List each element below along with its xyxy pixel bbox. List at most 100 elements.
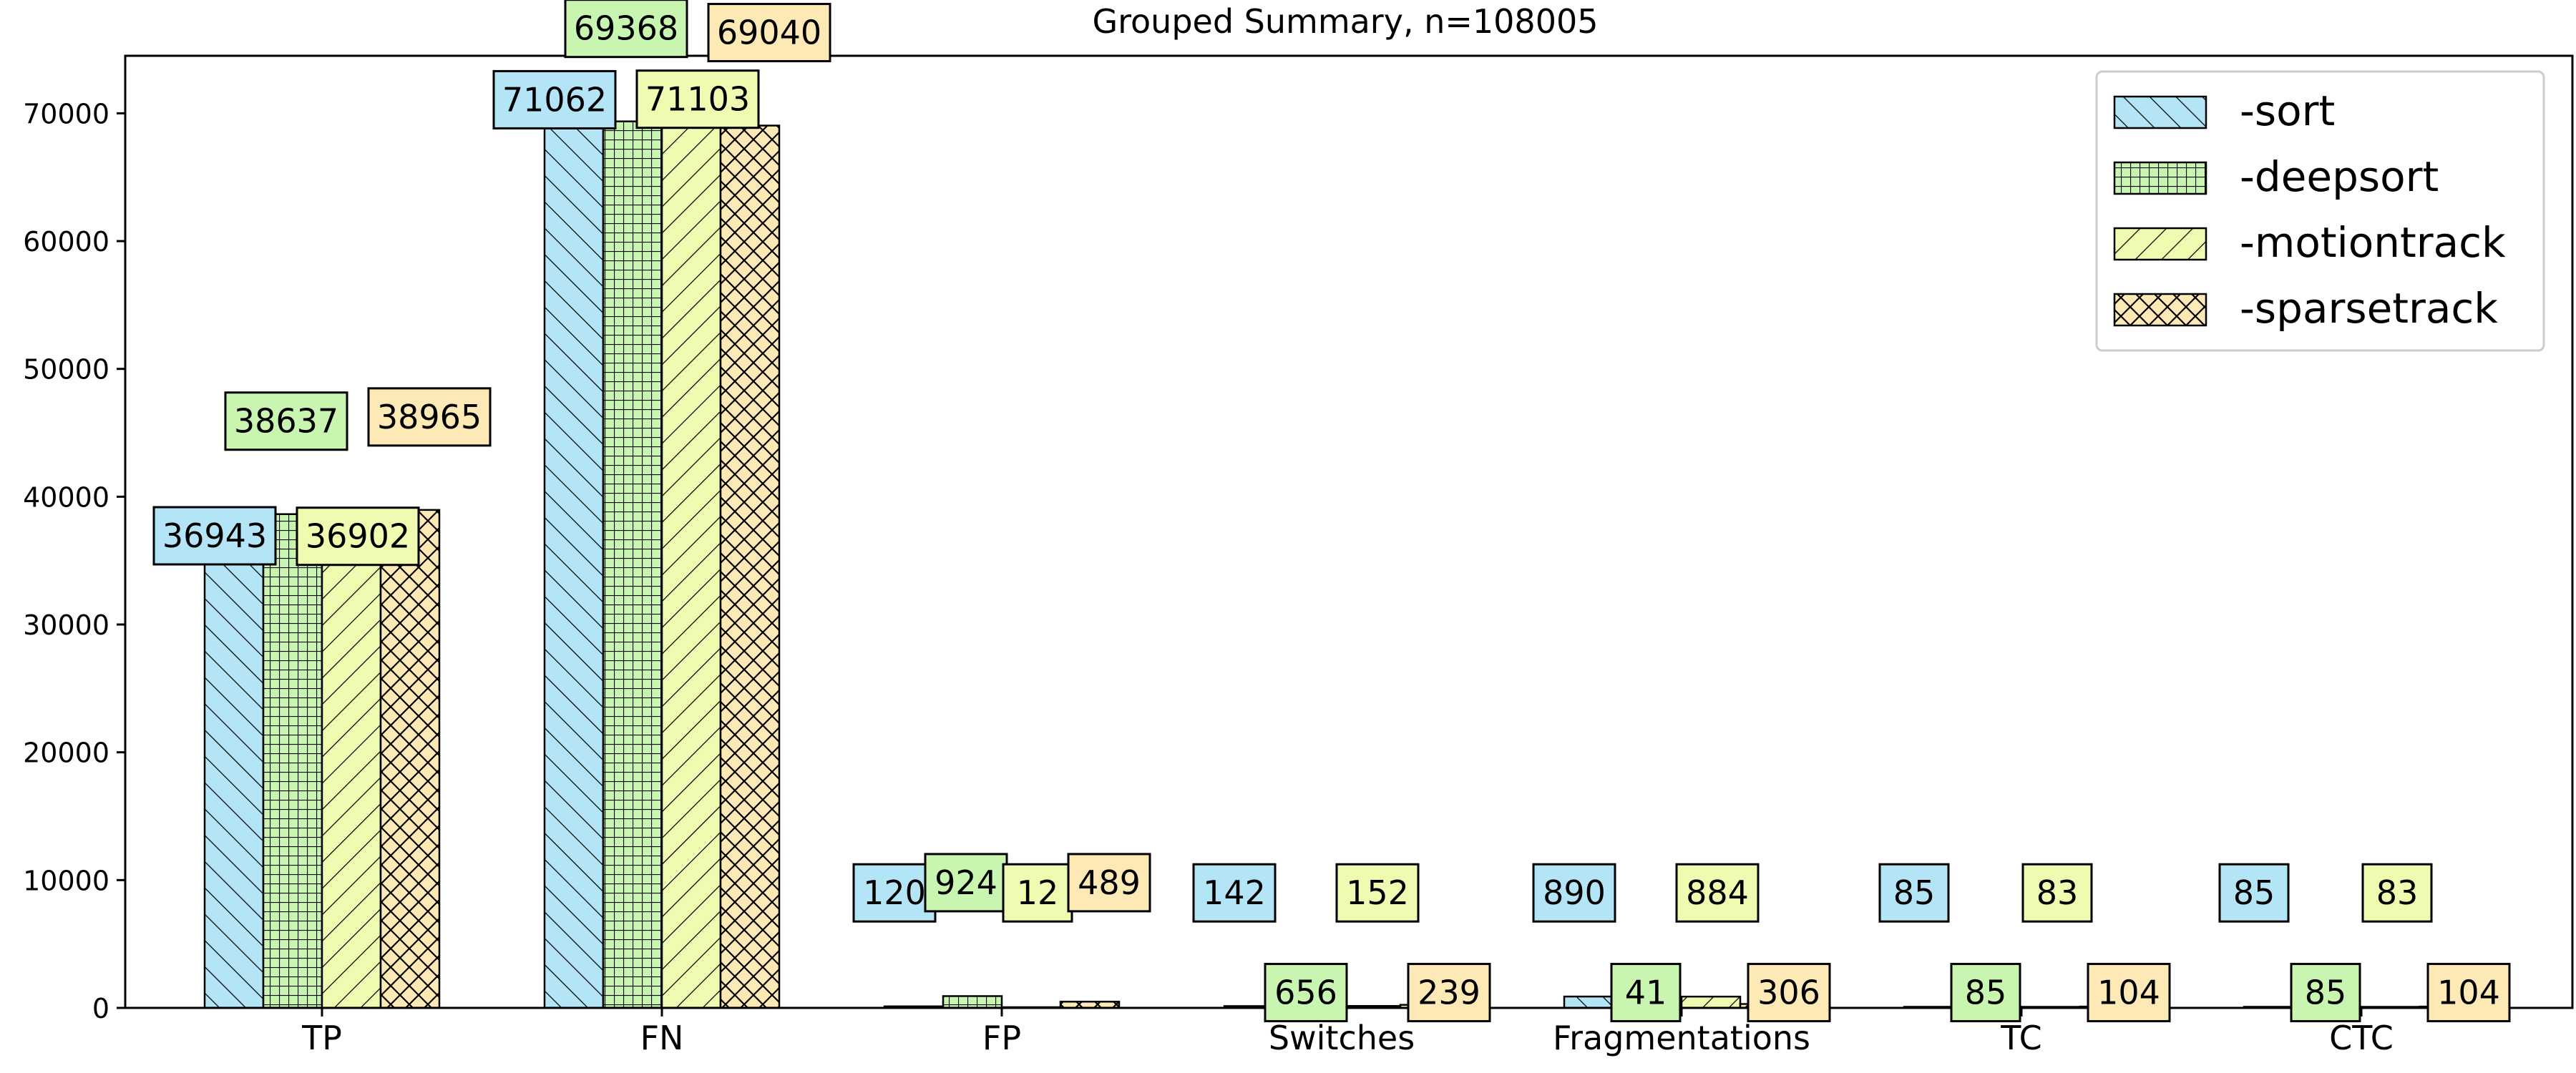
svg-text:36943: 36943 xyxy=(162,516,267,555)
legend-swatch xyxy=(2113,95,2207,129)
svg-text:71062: 71062 xyxy=(502,80,607,119)
data-label: 36902 xyxy=(296,506,420,567)
legend-label: -sparsetrack xyxy=(2240,284,2498,333)
legend-item: -sparsetrack xyxy=(2113,284,2498,333)
data-label: 85 xyxy=(2290,963,2361,1023)
y-tick-label: 10000 xyxy=(23,865,109,896)
bar-hatch xyxy=(602,120,663,1009)
data-label: 69368 xyxy=(564,0,688,59)
data-label: 306 xyxy=(1747,963,1831,1023)
svg-text:69040: 69040 xyxy=(717,14,821,52)
y-tick-label: 60000 xyxy=(23,226,109,258)
svg-text:12: 12 xyxy=(1017,873,1059,912)
x-tick-label: CTC xyxy=(2329,1019,2394,1057)
data-label: 104 xyxy=(2087,963,2171,1023)
x-tick-label: Fragmentations xyxy=(1553,1019,1810,1057)
svg-text:83: 83 xyxy=(2036,873,2079,912)
bar-hatch xyxy=(543,99,605,1009)
series-deepsort xyxy=(262,120,2363,1009)
data-label: 152 xyxy=(1335,863,1420,923)
data-label: 924 xyxy=(924,853,1008,913)
y-tick-label: 70000 xyxy=(23,98,109,129)
svg-text:85: 85 xyxy=(2233,873,2275,912)
data-label: 71062 xyxy=(492,69,617,129)
data-label: 656 xyxy=(1264,963,1348,1023)
y-tick-label: 50000 xyxy=(23,354,109,386)
bar-hatch xyxy=(719,124,781,1009)
svg-text:85: 85 xyxy=(1965,974,2007,1012)
svg-text:306: 306 xyxy=(1757,974,1820,1012)
svg-text:142: 142 xyxy=(1203,873,1266,912)
legend-label: -deepsort xyxy=(2240,152,2439,201)
data-label: 83 xyxy=(2361,863,2433,923)
bar-hatch xyxy=(203,534,265,1009)
data-label: 239 xyxy=(1407,963,1491,1023)
svg-text:656: 656 xyxy=(1274,974,1337,1012)
data-label: 38965 xyxy=(367,387,492,447)
legend-swatch xyxy=(2113,293,2207,327)
svg-text:38637: 38637 xyxy=(234,402,338,441)
plot-frame xyxy=(124,54,2574,1009)
svg-text:884: 884 xyxy=(1686,873,1749,912)
data-label: 38637 xyxy=(224,391,348,451)
legend-label: -motiontrack xyxy=(2240,218,2506,267)
data-label: 85 xyxy=(2218,863,2290,923)
bar-hatch xyxy=(942,995,1003,1009)
svg-text:85: 85 xyxy=(1893,873,1936,912)
data-label: 142 xyxy=(1192,863,1277,923)
svg-text:489: 489 xyxy=(1078,863,1141,902)
legend-item: -deepsort xyxy=(2113,152,2439,201)
plot-area xyxy=(203,98,2480,1009)
x-tick-label: TP xyxy=(301,1019,342,1057)
x-tick-label: TC xyxy=(2000,1019,2042,1057)
bar-hatch xyxy=(321,535,382,1009)
data-label: 36943 xyxy=(152,506,277,566)
data-labels: 36943 38637 36902 38965 71062 69368 71103 69040… xyxy=(152,0,2511,1023)
legend-swatch xyxy=(2113,227,2207,261)
data-label: 71103 xyxy=(635,69,760,129)
svg-text:104: 104 xyxy=(2097,974,2160,1012)
y-axis: 0 10000 20000 30000 40000 50000 60000 70000 xyxy=(23,98,125,1024)
legend-swatch xyxy=(2113,161,2207,195)
data-label: 85 xyxy=(1878,863,1950,923)
y-tick-label: 30000 xyxy=(23,609,109,641)
svg-text:152: 152 xyxy=(1346,873,1409,912)
svg-text:36902: 36902 xyxy=(306,517,410,556)
svg-text:38965: 38965 xyxy=(377,398,482,436)
x-axis: TP FN FP Switches Fragmentations TC CTC xyxy=(301,1008,2394,1057)
chart-title: Grouped Summary, n=108005 xyxy=(1092,2,1598,41)
legend: -sort -deepsort -motiontrack -sparsetrack xyxy=(2095,70,2545,352)
svg-text:239: 239 xyxy=(1418,974,1480,1012)
svg-text:104: 104 xyxy=(2437,974,2500,1012)
y-tick-label: 40000 xyxy=(23,481,109,513)
legend-frame xyxy=(2095,70,2545,352)
y-tick-label: 20000 xyxy=(23,738,109,769)
x-tick-label: FP xyxy=(982,1019,1021,1057)
data-label: 890 xyxy=(1532,863,1616,923)
x-tick-label: FN xyxy=(640,1019,684,1057)
series-sparsetrack xyxy=(379,124,2480,1009)
data-label: 85 xyxy=(1950,963,2021,1023)
data-label: 69040 xyxy=(707,3,831,63)
data-label: 884 xyxy=(1675,863,1760,923)
series-sort xyxy=(203,99,2304,1009)
data-label: 83 xyxy=(2021,863,2093,923)
svg-text:71103: 71103 xyxy=(645,80,750,119)
bar-hatch xyxy=(262,513,323,1009)
bar-hatch xyxy=(1680,995,1742,1009)
svg-text:85: 85 xyxy=(2305,974,2347,1012)
bar-hatch xyxy=(379,509,441,1009)
data-label: 12 xyxy=(1002,863,1073,923)
data-label: 41 xyxy=(1610,963,1682,1023)
data-label: 104 xyxy=(2426,963,2511,1023)
legend-item: -sort xyxy=(2113,87,2335,135)
svg-text:890: 890 xyxy=(1543,873,1606,912)
svg-text:69368: 69368 xyxy=(574,9,678,48)
svg-text:120: 120 xyxy=(863,873,926,912)
x-tick-label: Switches xyxy=(1269,1019,1415,1057)
svg-text:41: 41 xyxy=(1625,974,1667,1012)
y-tick-label: 0 xyxy=(92,993,109,1024)
legend-item: -motiontrack xyxy=(2113,218,2506,267)
legend-label: -sort xyxy=(2240,87,2335,135)
